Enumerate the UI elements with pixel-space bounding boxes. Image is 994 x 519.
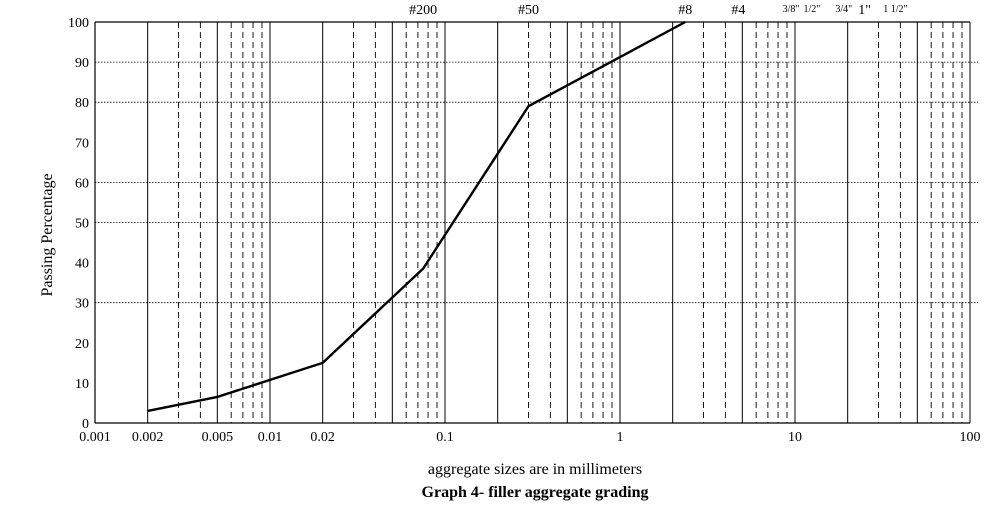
x-tick-label: 0.002	[132, 430, 164, 445]
y-tick-label: 50	[75, 217, 89, 232]
x-tick-label: 1	[617, 430, 624, 445]
x-tick-label: 10	[788, 430, 802, 445]
x-tick-labels: 0.001 0.002 0.005 0.01 0.02 0.1 1 10 100	[79, 430, 980, 445]
x-tick-label: 100	[960, 430, 981, 445]
sieve-label: #200	[409, 3, 437, 18]
x-tick-label: 0.001	[79, 430, 111, 445]
chart-caption: Graph 4- filler aggregate grading	[422, 484, 649, 501]
y-axis-title: Passing Percentage	[39, 173, 56, 296]
x-axis-title: aggregate sizes are in millimeters	[428, 461, 642, 478]
y-tick-label: 40	[75, 257, 89, 272]
sieve-label: 1"	[858, 3, 871, 18]
y-tick-label: 20	[75, 337, 89, 352]
sieve-label: 3/8"	[783, 4, 800, 15]
y-tick-label: 0	[82, 417, 89, 432]
x-tick-label: 0.005	[202, 430, 234, 445]
y-tick-label: 60	[75, 176, 89, 191]
series-line	[147, 20, 686, 413]
sieve-label: 1 1/2"	[883, 4, 907, 15]
sieve-label: #50	[518, 3, 539, 18]
sieve-label: 3/4"	[835, 4, 852, 15]
grading-series	[147, 20, 686, 413]
y-tick-labels: 0 10 20 30 40 50 60 70 80 90 100	[68, 16, 89, 432]
y-tick-label: 10	[75, 377, 89, 392]
x-tick-label: 0.1	[436, 430, 454, 445]
sieve-label: 1/2"	[804, 4, 821, 15]
y-tick-label: 30	[75, 297, 89, 312]
y-tick-label: 100	[68, 16, 89, 31]
x-tick-label: 0.02	[310, 430, 335, 445]
y-tick-label: 70	[75, 136, 89, 151]
y-tick-label: 90	[75, 56, 89, 71]
sieve-label: #4	[731, 3, 745, 18]
x-tick-label: 0.01	[258, 430, 283, 445]
sieve-label: #8	[678, 3, 692, 18]
horizontal-grid	[95, 61, 978, 304]
sieve-labels: #200 #50 #8 #4 3/8" 1/2" 3/4" 1" 1 1/2"	[409, 3, 908, 18]
y-tick-label: 80	[75, 96, 89, 111]
